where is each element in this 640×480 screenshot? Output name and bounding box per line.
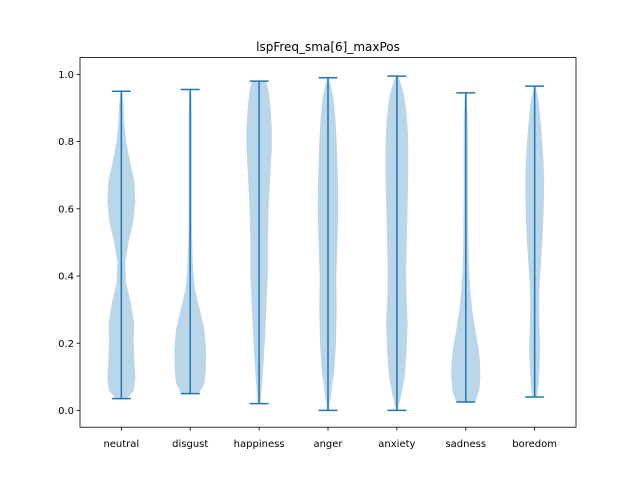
x-tick-label: disgust [172, 439, 208, 450]
violin-bodies [107, 76, 545, 411]
x-tick-label: boredom [512, 439, 557, 450]
y-axis: 0.0 0.2 0.4 0.6 0.8 1.0 [58, 70, 80, 417]
y-tick-label: 0.8 [58, 137, 74, 148]
violin-lines [111, 75, 545, 412]
x-tick-label: anxiety [378, 439, 415, 450]
chart-title: lspFreq_sma[6]_maxPos [256, 40, 400, 54]
x-tick-label: anger [313, 439, 343, 450]
y-tick-label: 0.6 [58, 204, 74, 215]
y-tick-label: 0.4 [58, 272, 74, 283]
x-axis: neutral disgust happiness anger anxiety sadne… [103, 427, 557, 450]
x-tick-label: neutral [103, 439, 139, 450]
y-tick-label: 0.2 [58, 339, 74, 350]
x-tick-label: sadness [445, 439, 486, 450]
y-tick-label: 0.0 [58, 406, 74, 417]
x-tick-label: happiness [234, 439, 285, 450]
y-tick-label: 1.0 [58, 70, 74, 81]
